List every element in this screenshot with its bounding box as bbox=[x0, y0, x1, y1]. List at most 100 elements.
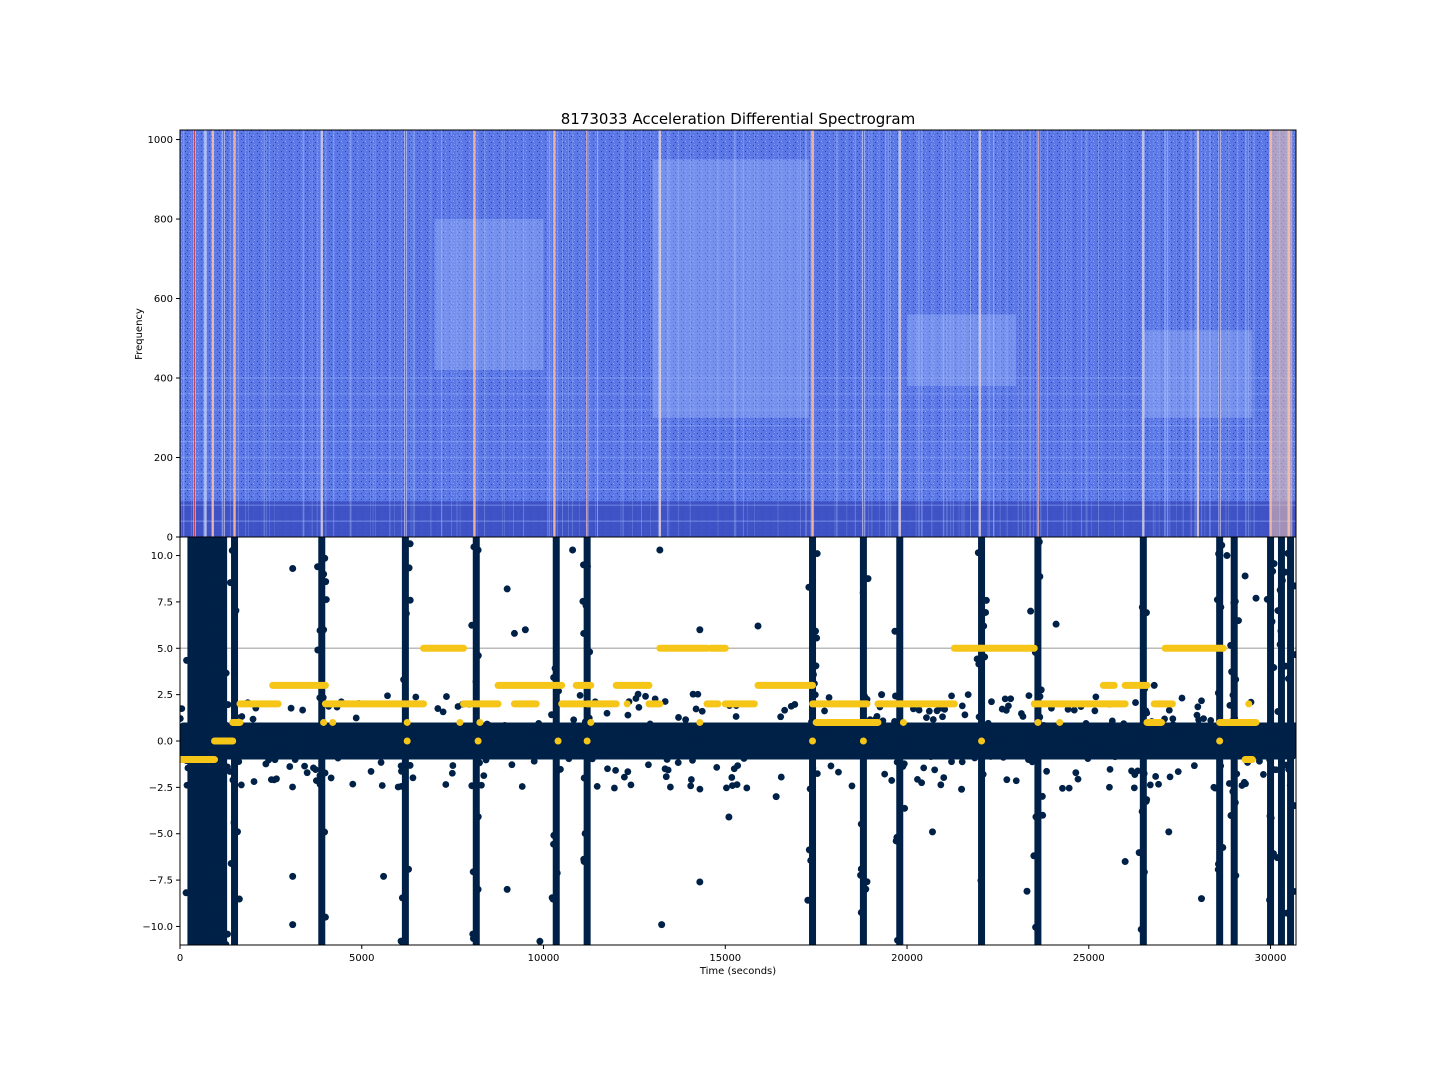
data-point bbox=[567, 735, 575, 743]
data-point bbox=[275, 746, 283, 753]
data-point bbox=[674, 759, 682, 767]
spike-point bbox=[1214, 860, 1222, 868]
spike-point bbox=[978, 720, 986, 728]
spike-point bbox=[1291, 651, 1296, 659]
data-point bbox=[1207, 717, 1215, 724]
data-point bbox=[666, 783, 674, 791]
data-point bbox=[286, 763, 294, 770]
spike-point bbox=[580, 774, 588, 782]
data-point bbox=[987, 753, 995, 760]
outlier-point bbox=[510, 629, 518, 637]
spectrogram-panel: 0 200 400 600 800 1000 Frequency bbox=[134, 129, 1297, 544]
data-point bbox=[687, 782, 695, 790]
data-point bbox=[270, 776, 278, 784]
scatter-y-tick-label: −10.0 bbox=[142, 922, 173, 933]
spike-point bbox=[469, 868, 477, 876]
spike-point bbox=[550, 831, 558, 839]
spike-point bbox=[1142, 797, 1150, 805]
spike-column bbox=[1287, 537, 1295, 945]
outlier-point bbox=[474, 885, 482, 893]
spike-point bbox=[183, 656, 191, 664]
spike-point bbox=[204, 590, 212, 598]
data-point bbox=[624, 711, 632, 719]
data-point bbox=[518, 783, 526, 790]
outlier-point bbox=[1165, 828, 1173, 836]
spike-point bbox=[554, 687, 562, 695]
data-point bbox=[238, 713, 246, 720]
spike-point bbox=[187, 886, 195, 894]
spike-point bbox=[208, 768, 216, 776]
data-point bbox=[1202, 737, 1210, 745]
data-point bbox=[482, 756, 490, 764]
outlier-point bbox=[878, 691, 886, 699]
state-point bbox=[403, 737, 411, 745]
data-point bbox=[988, 698, 995, 706]
spike-point bbox=[581, 829, 589, 837]
spike-point bbox=[548, 711, 556, 719]
data-point bbox=[354, 752, 362, 760]
data-point bbox=[327, 774, 335, 782]
data-point bbox=[349, 780, 357, 788]
data-point bbox=[497, 746, 505, 754]
data-point bbox=[418, 750, 426, 758]
data-point bbox=[249, 715, 257, 723]
spike-point bbox=[321, 554, 329, 562]
spike-point bbox=[973, 655, 981, 663]
data-point bbox=[927, 753, 935, 760]
spectrogram-haze bbox=[652, 159, 809, 418]
spike-point bbox=[579, 597, 587, 605]
data-point bbox=[686, 737, 694, 745]
data-point bbox=[888, 777, 896, 784]
data-point bbox=[412, 693, 420, 701]
spike-point bbox=[398, 767, 406, 775]
spectrogram-y-tick-label: 200 bbox=[154, 453, 173, 464]
data-point bbox=[1084, 755, 1092, 762]
spike-point bbox=[217, 836, 225, 844]
data-point bbox=[662, 773, 670, 781]
spike-point bbox=[316, 772, 324, 780]
data-point bbox=[627, 781, 635, 789]
scatter-y-tick-label: 0.0 bbox=[157, 737, 173, 748]
outlier-point bbox=[958, 785, 966, 793]
spike-point bbox=[1266, 896, 1274, 904]
scatter-y-tick-label: −7.5 bbox=[149, 876, 173, 887]
outlier-point bbox=[1023, 887, 1031, 895]
spike-point bbox=[550, 840, 558, 848]
data-point bbox=[180, 705, 186, 713]
spike-point bbox=[981, 653, 989, 661]
data-point bbox=[1024, 731, 1032, 739]
data-point bbox=[291, 743, 299, 751]
spike-point bbox=[182, 889, 190, 897]
data-point bbox=[1132, 699, 1139, 706]
spike-point bbox=[864, 575, 872, 583]
data-point bbox=[733, 781, 741, 789]
spike-point bbox=[226, 579, 234, 587]
state-point bbox=[978, 737, 986, 745]
data-point bbox=[342, 746, 350, 754]
spike-point bbox=[397, 937, 405, 945]
data-point bbox=[1256, 757, 1263, 765]
spike-point bbox=[216, 809, 224, 817]
scatter-x-ticks: 0 5000 10000 15000 20000 25000 30000 bbox=[177, 945, 1286, 964]
outlier-point bbox=[1150, 681, 1158, 689]
spike-point bbox=[232, 607, 240, 615]
data-point bbox=[334, 754, 342, 762]
data-point bbox=[1040, 722, 1048, 729]
data-point bbox=[286, 734, 293, 741]
data-point bbox=[935, 729, 942, 737]
data-point bbox=[821, 707, 828, 715]
data-point bbox=[941, 705, 949, 713]
spike-column bbox=[198, 537, 206, 945]
x-tick-label: 10000 bbox=[528, 953, 560, 964]
data-point bbox=[501, 721, 509, 729]
outlier-point bbox=[1223, 552, 1231, 560]
state-point bbox=[696, 718, 704, 726]
spectrogram-haze bbox=[434, 219, 544, 371]
spike-point bbox=[191, 791, 199, 799]
spike-point bbox=[314, 646, 322, 654]
data-point bbox=[777, 773, 785, 781]
spike-point bbox=[197, 857, 205, 865]
data-point bbox=[1072, 769, 1080, 777]
spike-point bbox=[901, 804, 909, 812]
spike-point bbox=[1228, 668, 1236, 676]
